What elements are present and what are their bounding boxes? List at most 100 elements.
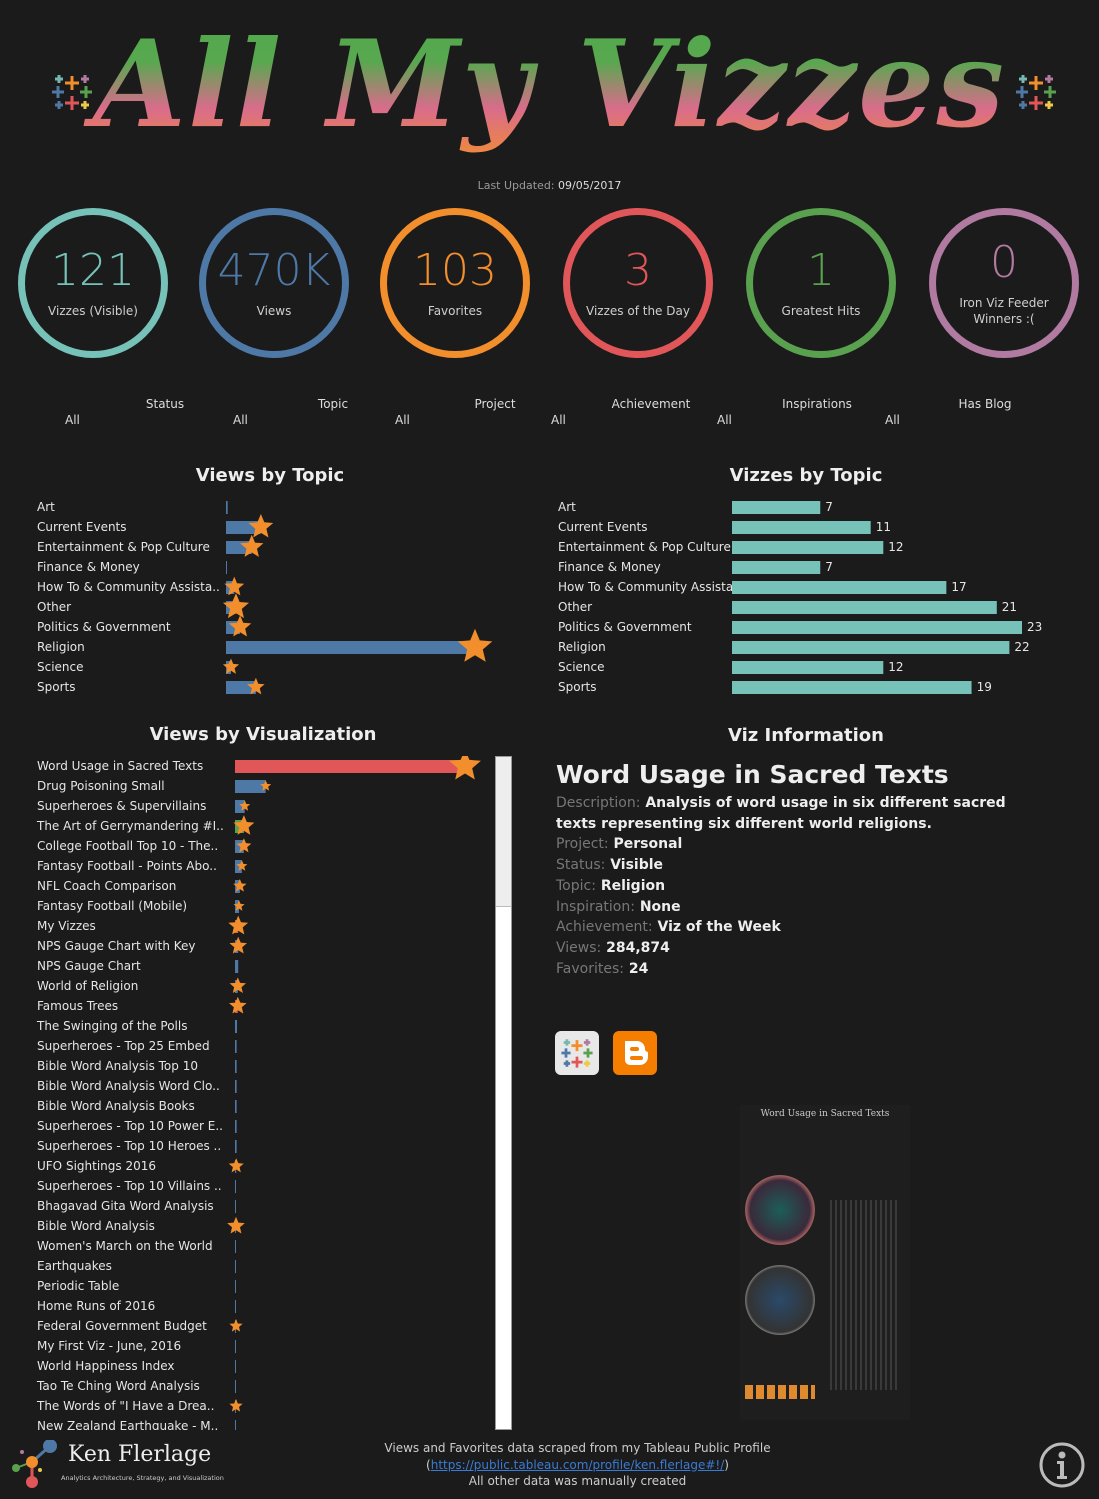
bar[interactable] [235, 1140, 237, 1153]
viz-label[interactable]: Fantasy Football - Points Abo.. [37, 859, 217, 873]
blog-button[interactable] [613, 1031, 657, 1075]
viz-label[interactable]: Periodic Table [37, 1279, 119, 1293]
category-label: Current Events [558, 520, 648, 534]
bar[interactable] [235, 1260, 236, 1273]
viz-label[interactable]: My Vizzes [37, 919, 96, 933]
bar[interactable] [235, 1240, 236, 1253]
bar[interactable] [235, 1080, 237, 1093]
filter-has-blog[interactable]: Has Blog All [885, 397, 1055, 427]
data-label: 12 [888, 540, 903, 554]
viz-label[interactable]: Tao Te Ching Word Analysis [36, 1379, 200, 1393]
bar[interactable] [235, 960, 239, 973]
tableau-icon [561, 1039, 593, 1068]
viz-label[interactable]: Superheroes - Top 25 Embed [37, 1039, 210, 1053]
viz-label[interactable]: Bible Word Analysis [37, 1219, 155, 1233]
ken-flerlage-logo[interactable]: Ken Flerlage Analytics Architecture, Str… [10, 1440, 230, 1490]
viz-label[interactable]: Fantasy Football (Mobile) [37, 899, 187, 913]
info-icon[interactable] [1038, 1441, 1086, 1489]
bar[interactable] [235, 780, 266, 793]
filter-status[interactable]: Status All [65, 397, 235, 427]
bar[interactable] [235, 1100, 237, 1113]
bar[interactable] [732, 681, 972, 694]
viz-label[interactable]: New Zealand Earthquake - M.. [37, 1419, 218, 1430]
viz-label[interactable]: Bhagavad Gita Word Analysis [37, 1199, 214, 1213]
viz-label[interactable]: NPS Gauge Chart [37, 959, 141, 973]
scrollbar[interactable] [495, 756, 512, 1430]
category-label: Other [37, 600, 71, 614]
bar[interactable] [235, 1020, 238, 1033]
viz-label[interactable]: Home Runs of 2016 [37, 1299, 155, 1313]
bar[interactable] [235, 760, 465, 773]
viz-label[interactable]: Superheroes - Top 10 Heroes .. [37, 1139, 221, 1153]
viz-label[interactable]: World Happiness Index [37, 1359, 175, 1373]
viz-thumbnail[interactable]: Word Usage in Sacred Texts [740, 1105, 910, 1420]
bar[interactable] [235, 1060, 237, 1073]
bar[interactable] [226, 561, 227, 574]
bar[interactable] [235, 1420, 236, 1430]
bar[interactable] [235, 1360, 236, 1373]
bar[interactable] [732, 581, 947, 594]
bar[interactable] [235, 1120, 237, 1133]
tableau-profile-link[interactable]: https://public.tableau.com/profile/ken.f… [430, 1457, 725, 1472]
viz-label[interactable]: Bible Word Analysis Top 10 [37, 1059, 198, 1073]
bar[interactable] [732, 501, 821, 514]
viz-info-row: Inspiration: None [556, 897, 1036, 918]
filter-topic[interactable]: Topic All [233, 397, 403, 427]
filter-project[interactable]: Project All [395, 397, 565, 427]
bar[interactable] [226, 641, 475, 654]
bar[interactable] [235, 1200, 236, 1213]
bar[interactable] [235, 800, 245, 813]
bar[interactable] [226, 501, 228, 514]
bar[interactable] [732, 601, 997, 614]
bar[interactable] [235, 840, 244, 853]
bar[interactable] [235, 1180, 236, 1193]
viz-label[interactable]: Superheroes - Top 10 Power E.. [37, 1119, 223, 1133]
filter-inspirations[interactable]: Inspirations All [717, 397, 887, 427]
bar[interactable] [235, 1380, 236, 1393]
viz-label[interactable]: Drug Poisoning Small [37, 779, 165, 793]
viz-label[interactable]: My First Viz - June, 2016 [37, 1339, 181, 1353]
viz-label[interactable]: Federal Government Budget [37, 1319, 207, 1333]
viz-label[interactable]: Women's March on the World [37, 1239, 213, 1253]
viz-label[interactable]: The Words of "I Have a Drea.. [36, 1399, 214, 1413]
thumbnail-books [745, 1385, 815, 1399]
data-label: 12 [888, 660, 903, 674]
filter-value[interactable]: All [65, 413, 80, 427]
bar[interactable] [235, 1280, 236, 1293]
bar[interactable] [732, 621, 1022, 634]
viz-label[interactable]: The Art of Gerrymandering #I.. [36, 819, 224, 833]
bar[interactable] [235, 1040, 237, 1053]
bar[interactable] [235, 860, 242, 873]
tableau-public-button[interactable] [555, 1031, 599, 1075]
viz-label[interactable]: Superheroes - Top 10 Villains .. [37, 1179, 222, 1193]
filter-value[interactable]: All [717, 413, 732, 427]
viz-label[interactable]: Earthquakes [37, 1259, 112, 1273]
viz-label[interactable]: College Football Top 10 - The.. [37, 839, 218, 853]
viz-label[interactable]: Famous Trees [37, 999, 118, 1013]
viz-label[interactable]: World of Religion [37, 979, 138, 993]
filter-achievement[interactable]: Achievement All [551, 397, 721, 427]
views-by-viz-scroll-area[interactable]: Word Usage in Sacred Texts Drug Poisoning… [0, 756, 495, 1430]
viz-label[interactable]: NPS Gauge Chart with Key [37, 939, 196, 953]
viz-label[interactable]: Bible Word Analysis Books [37, 1099, 195, 1113]
bar[interactable] [235, 1340, 236, 1353]
bar[interactable] [732, 641, 1010, 654]
viz-label[interactable]: Word Usage in Sacred Texts [37, 759, 203, 773]
filter-value[interactable]: All [395, 413, 410, 427]
bar[interactable] [235, 1300, 236, 1313]
bar[interactable] [732, 521, 871, 534]
kpi-circle: 121 Vizzes (Visible) [18, 208, 168, 358]
bar[interactable] [732, 561, 821, 574]
filter-value[interactable]: All [885, 413, 900, 427]
scrollbar-thumb[interactable] [496, 757, 511, 907]
filter-value[interactable]: All [233, 413, 248, 427]
bar[interactable] [732, 541, 884, 554]
bar[interactable] [732, 661, 884, 674]
viz-label[interactable]: Superheroes & Supervillains [37, 799, 206, 813]
kpi-value: 103 [413, 245, 497, 296]
viz-label[interactable]: NFL Coach Comparison [37, 879, 176, 893]
viz-label[interactable]: UFO Sightings 2016 [37, 1159, 156, 1173]
filter-value[interactable]: All [551, 413, 566, 427]
viz-label[interactable]: Bible Word Analysis Word Clo.. [37, 1079, 220, 1093]
viz-label[interactable]: The Swinging of the Polls [36, 1019, 187, 1033]
